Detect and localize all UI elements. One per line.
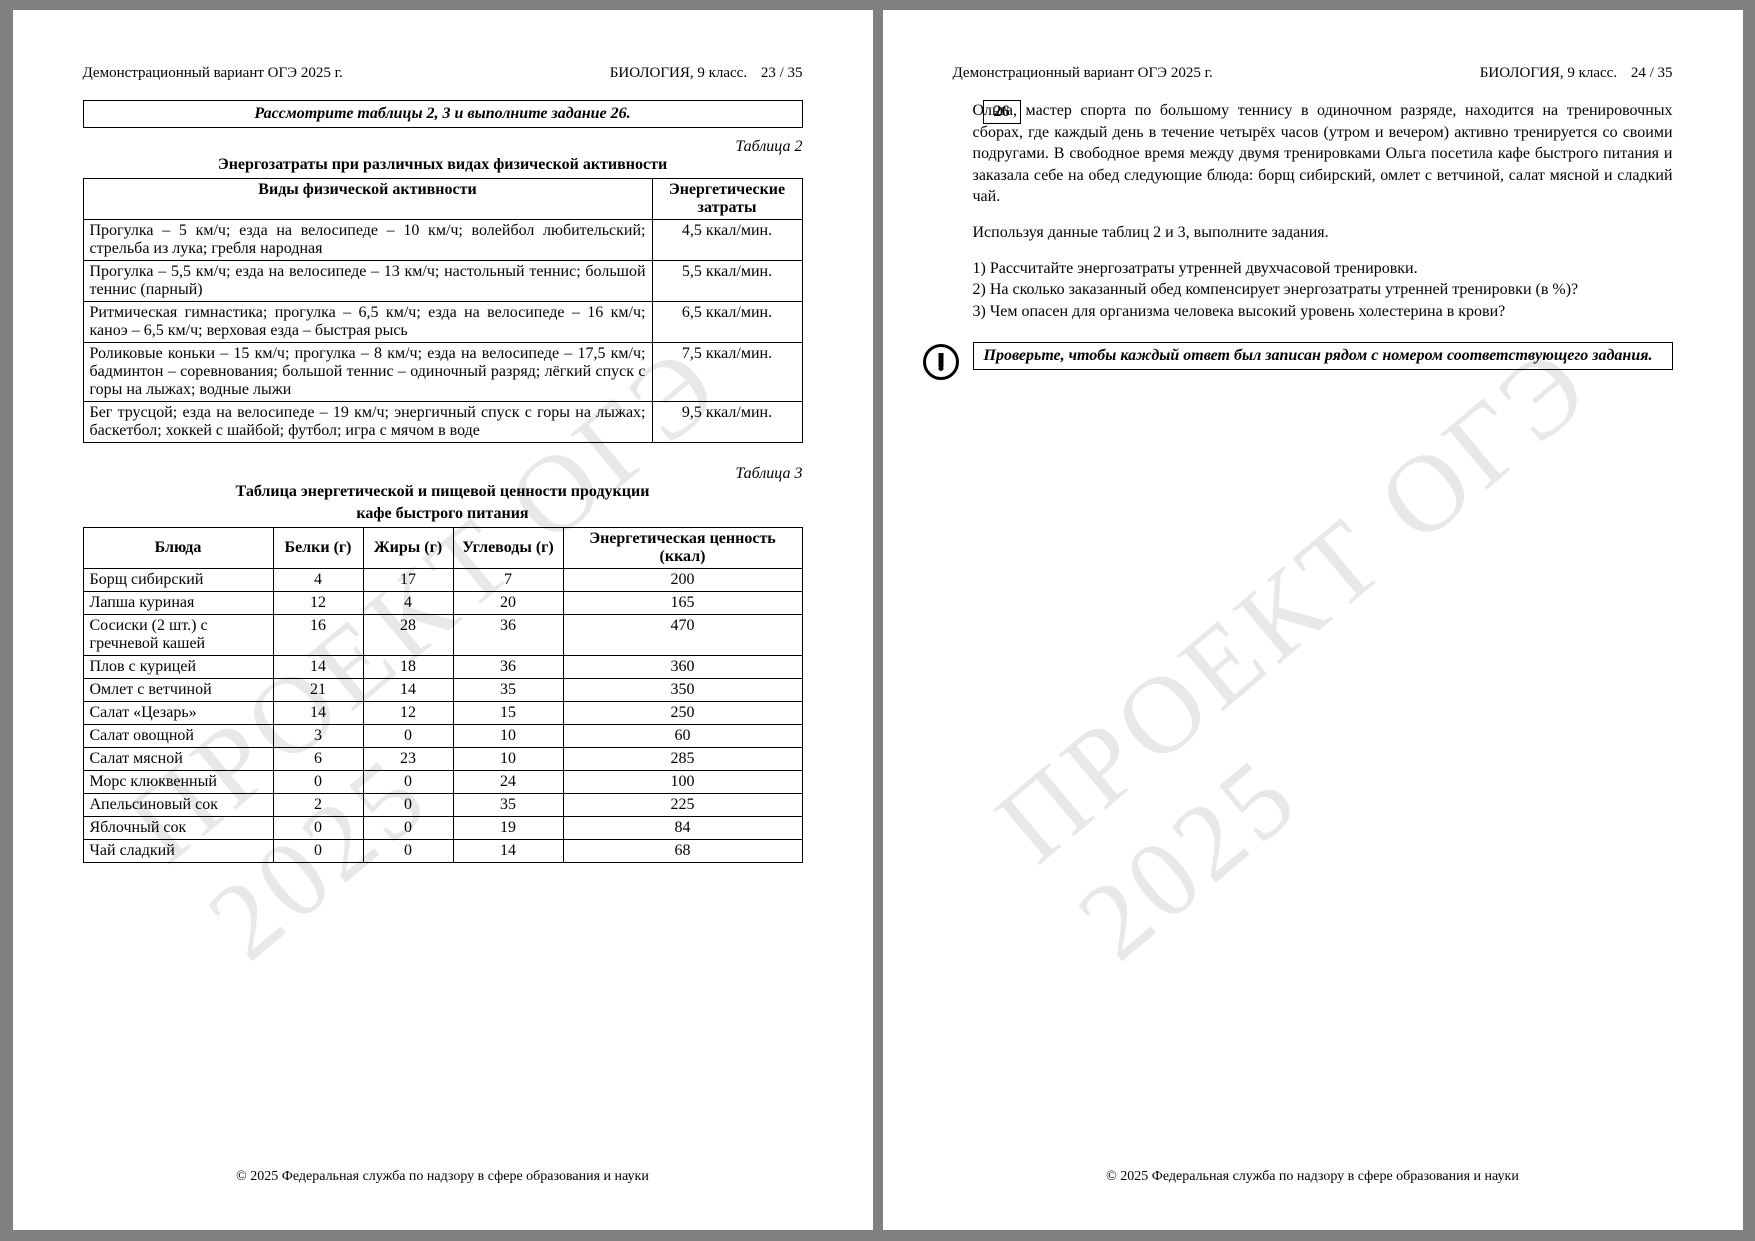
table2-number: Таблица 2 [83,138,803,156]
task-para1: Ольга, мастер спорта по большому теннису… [973,100,1673,208]
footer: © 2025 Федеральная служба по надзору в с… [883,1169,1743,1185]
table2-header: Виды физической активности [83,179,652,220]
task-q1: 1) Рассчитайте энергозатраты утренней дв… [973,258,1673,280]
table3-header: Белки (г) [273,528,363,569]
header-left-text: Демонстрационный вариант ОГЭ 2025 г. [953,65,1213,82]
instruction-box: Рассмотрите таблицы 2, 3 и выполните зад… [83,100,803,128]
alert-row: Проверьте, чтобы каждый ответ был записа… [973,342,1673,380]
table-row: Роликовые коньки – 15 км/ч; прогулка – 8… [83,343,802,402]
task-26: 26 Ольга, мастер спорта по большому тенн… [953,100,1673,380]
table-row: Яблочный сок001984 [83,817,802,840]
header-subject: БИОЛОГИЯ, 9 класс. [1480,65,1617,81]
alert-box: Проверьте, чтобы каждый ответ был записа… [973,342,1673,370]
table-row: Апельсиновый сок2035225 [83,794,802,817]
watermark: ПРОЕКТ ОГЭ 2025 [972,289,1733,985]
header-subject: БИОЛОГИЯ, 9 класс. [610,65,747,81]
table-row: Ритмическая гимнастика; прогулка – 6,5 к… [83,302,802,343]
table-row: Морс клюквенный0024100 [83,771,802,794]
table2: Виды физической активностиЭнергетические… [83,178,803,443]
table2-caption: Энергозатраты при различных видах физиче… [83,156,803,174]
table-row: Салат мясной62310285 [83,748,802,771]
table2-header: Энергетические затраты [652,179,802,220]
table-row: Омлет с ветчиной211435350 [83,679,802,702]
table3-number: Таблица 3 [83,465,803,483]
table-row: Плов с курицей141836360 [83,656,802,679]
table-row: Прогулка – 5 км/ч; езда на велосипеде – … [83,220,802,261]
table-row: Салат овощной301060 [83,725,802,748]
table3-caption-line1: Таблица энергетической и пищевой ценност… [83,483,803,501]
table-row: Бег трусцой; езда на велосипеде – 19 км/… [83,402,802,443]
task-q2: 2) На сколько заказанный обед компенсиру… [973,279,1673,301]
page-number: 24 / 35 [1631,65,1673,81]
table3-header: Жиры (г) [363,528,453,569]
table3-header: Углеводы (г) [453,528,563,569]
page-number: 23 / 35 [761,65,803,81]
task-number-box: 26 [983,100,1021,124]
task-para2: Используя данные таблиц 2 и 3, выполните… [973,222,1673,244]
header-right: БИОЛОГИЯ, 9 класс. 24 / 35 [1470,65,1673,82]
table3-caption-line2: кафе быстрого питания [83,505,803,523]
header: Демонстрационный вариант ОГЭ 2025 г. БИО… [83,65,803,82]
table-row: Сосиски (2 шт.) с гречневой кашей1628364… [83,615,802,656]
table-row: Салат «Цезарь»141215250 [83,702,802,725]
table3-header: Энергетическая ценность (ккал) [563,528,802,569]
page-right: ПРОЕКТ ОГЭ 2025 Демонстрационный вариант… [883,10,1743,1230]
page-left: ПРОЕКТ ОГЭ 2025 Демонстрационный вариант… [13,10,873,1230]
header-right: БИОЛОГИЯ, 9 класс. 23 / 35 [600,65,803,82]
table-row: Лапша куриная12420165 [83,592,802,615]
table-row: Прогулка – 5,5 км/ч; езда на велосипеде … [83,261,802,302]
table-row: Чай сладкий001468 [83,840,802,863]
table-row: Борщ сибирский4177200 [83,569,802,592]
table3-header: Блюда [83,528,273,569]
table3: БлюдаБелки (г)Жиры (г)Углеводы (г)Энерге… [83,527,803,863]
exclamation-icon [923,344,959,380]
task-q3: 3) Чем опасен для организма человека выс… [973,301,1673,323]
header-left-text: Демонстрационный вариант ОГЭ 2025 г. [83,65,343,82]
footer: © 2025 Федеральная служба по надзору в с… [13,1169,873,1185]
header: Демонстрационный вариант ОГЭ 2025 г. БИО… [953,65,1673,82]
